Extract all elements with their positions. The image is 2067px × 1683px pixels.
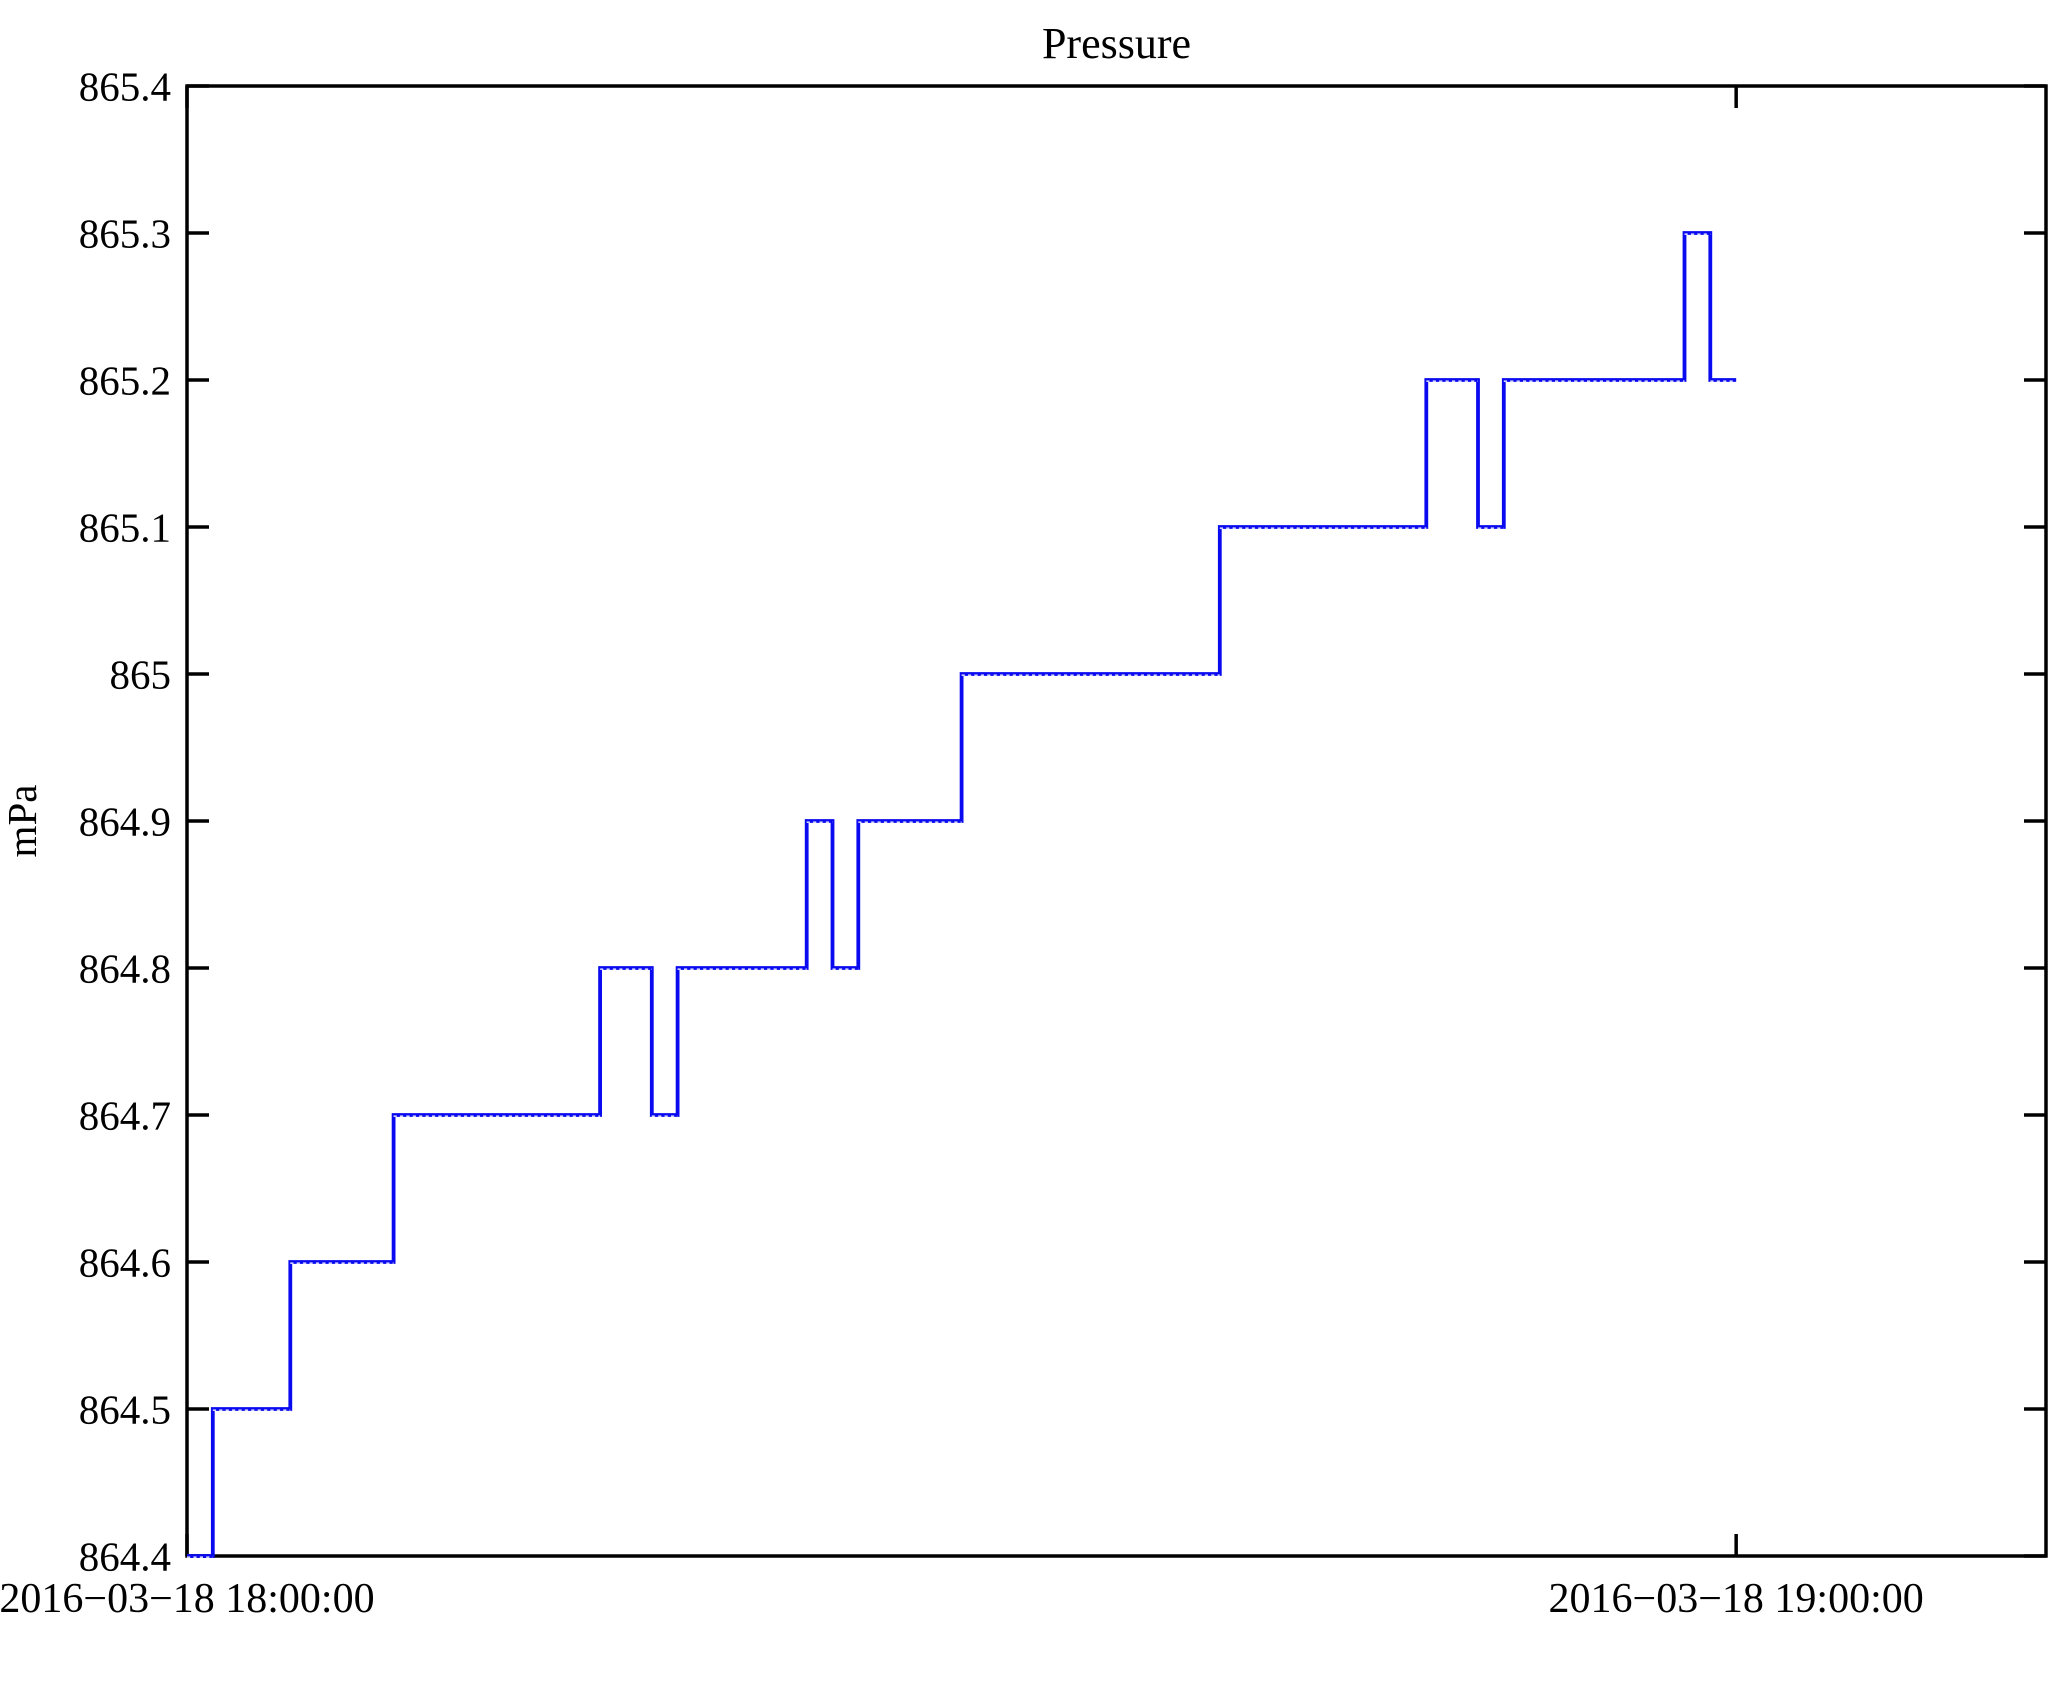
- y-tick-label: 864.8: [79, 945, 171, 991]
- x-tick-label: 2016−03−18 19:00:00: [1549, 1576, 1924, 1622]
- y-axis-label: mPa: [0, 785, 45, 858]
- x-tick-label: 2016−03−18 18:00:00: [0, 1576, 375, 1622]
- y-tick-label: 865.3: [79, 210, 171, 256]
- pressure-step-line: [187, 231, 1737, 1558]
- y-tick-label: 864.4: [79, 1533, 171, 1579]
- y-tick-label: 865: [110, 651, 172, 697]
- y-tick-label: 865.2: [79, 357, 171, 403]
- y-tick-label: 864.7: [79, 1092, 171, 1138]
- y-tick-label: 864.9: [79, 798, 171, 844]
- y-tick-label: 864.5: [79, 1386, 171, 1432]
- y-tick-label: 865.1: [79, 504, 171, 550]
- chart-title: Pressure: [1042, 19, 1191, 68]
- plot-border: [185, 84, 2048, 1558]
- y-tick-label: 865.4: [79, 63, 171, 109]
- y-tick-label: 864.6: [79, 1239, 171, 1285]
